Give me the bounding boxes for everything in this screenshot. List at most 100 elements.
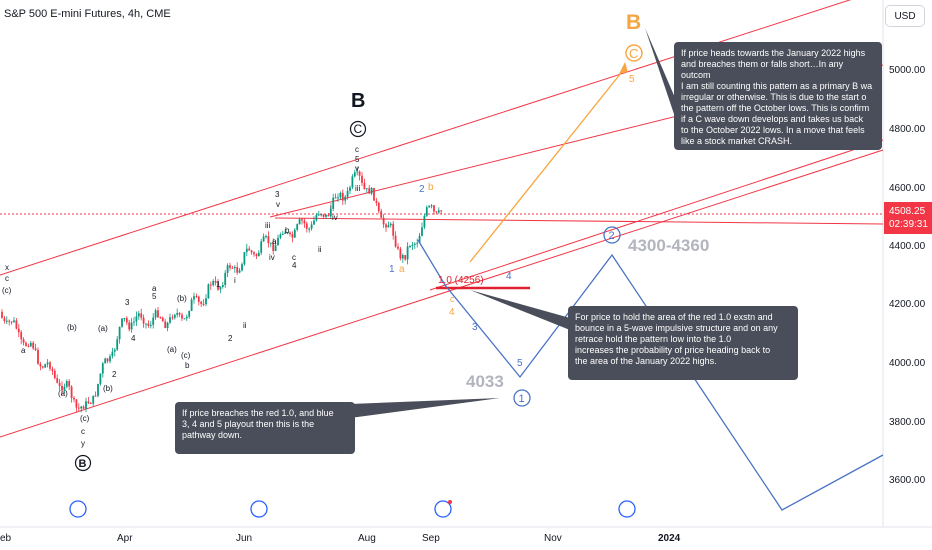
wave-label-1-blue: 1 [519, 393, 525, 405]
candle-body [281, 233, 284, 235]
candle-body [353, 172, 356, 177]
candle-body [89, 402, 92, 404]
event-icon[interactable] [250, 500, 268, 518]
candle-body [358, 171, 361, 176]
candle-body [183, 318, 186, 320]
candle-body [356, 171, 359, 173]
candle-body [346, 190, 349, 197]
time-axis[interactable]: eb Apr Jun Aug Sep Nov 2024 [0, 533, 681, 544]
candle-body [137, 313, 140, 317]
candle-body [22, 339, 25, 343]
candle-body [368, 188, 371, 194]
candle-body [80, 406, 83, 409]
candle-body [99, 373, 102, 384]
candle-body [10, 321, 13, 323]
candle-body [65, 381, 68, 387]
candle-body [1, 311, 3, 319]
wave-label-orange-b: b [428, 182, 434, 193]
candle-body [145, 323, 147, 325]
symbol-title[interactable]: S&P 500 E-mini Futures, 4h, CME [4, 8, 171, 20]
candle-body [166, 322, 169, 329]
candle-body [15, 320, 18, 329]
svg-text:4: 4 [292, 261, 297, 270]
candle-body [82, 406, 85, 409]
candle-body [224, 272, 227, 285]
candle-body [298, 219, 301, 225]
candle-body [106, 358, 109, 362]
candle-body [327, 214, 330, 217]
note-fib-hold[interactable]: For price to hold the area of the red 1.… [568, 306, 798, 380]
wave-label-B-orange: B [626, 11, 641, 34]
candle-body [63, 386, 66, 391]
candle-body [32, 342, 35, 349]
svg-text:a: a [272, 237, 277, 246]
candle-body [382, 217, 385, 225]
candle-body [241, 264, 243, 271]
candle-body [365, 188, 368, 190]
candle-body [44, 364, 47, 368]
candle-body [13, 320, 15, 323]
svg-text:(a): (a) [98, 324, 108, 333]
event-icon[interactable] [69, 500, 87, 518]
event-icon[interactable] [618, 500, 636, 518]
candle-body [317, 214, 320, 216]
candle-body [305, 223, 308, 229]
price-tick: 5000.00 [889, 65, 926, 76]
candle-body [109, 356, 111, 362]
channel-lower-line[interactable] [0, 149, 884, 438]
candle-body [229, 265, 231, 268]
candle-body [123, 317, 126, 319]
candle-body [257, 252, 260, 257]
svg-text:x: x [5, 263, 9, 272]
candle-body [135, 316, 138, 322]
candle-body [425, 207, 428, 216]
candle-body [387, 225, 390, 228]
candle-body [159, 317, 162, 319]
candle-body [169, 317, 171, 323]
note-bearish-pathway[interactable]: If price breaches the red 1.0, and blue … [175, 402, 355, 454]
candle-body [202, 303, 205, 305]
svg-text:(c): (c) [181, 351, 191, 360]
candle-body [25, 342, 27, 346]
note-bullish-scenario[interactable]: If price heads towards the January 2022 … [674, 42, 882, 150]
note-mid-pointer [470, 290, 570, 330]
blue-projection-path[interactable] [417, 239, 884, 511]
note-bot-pointer [350, 398, 500, 418]
wave-label-blue-3: 3 [472, 322, 478, 333]
price-tick: 4800.00 [889, 124, 926, 135]
candle-body [221, 284, 224, 287]
fib-level-label: 1.0 (4256) [438, 275, 484, 286]
wave-label-orange-5: 5 [629, 74, 635, 85]
candle-body [171, 317, 174, 319]
candle-body [370, 187, 373, 194]
candle-body [51, 368, 54, 371]
event-icons[interactable] [69, 500, 636, 518]
candle-body [406, 246, 409, 260]
candles-group [1, 166, 443, 413]
candle-body [320, 214, 323, 216]
currency-button[interactable]: USD [885, 5, 925, 27]
price-axis[interactable]: 5000.00 4800.00 4600.00 4400.00 4200.00 … [889, 65, 926, 486]
support-horizontal-line[interactable] [274, 217, 884, 225]
channel-upper-line[interactable] [0, 0, 865, 276]
event-icon[interactable] [434, 500, 452, 518]
orange-projection-arrow[interactable] [469, 67, 626, 263]
candle-body [70, 386, 73, 398]
wave-label-C-orange: C [629, 46, 638, 61]
candle-body [193, 296, 195, 300]
channel-middle-line[interactable] [429, 139, 884, 291]
candle-body [17, 328, 20, 333]
wave-label-blue-5: 5 [517, 358, 523, 369]
svg-text:ii: ii [318, 245, 322, 254]
candle-body [377, 202, 380, 212]
candle-body [68, 381, 71, 387]
candle-body [181, 314, 183, 319]
candle-body [27, 345, 30, 347]
wave-label-orange-c: c [450, 294, 455, 304]
candle-body [433, 205, 435, 212]
time-tick: Apr [117, 533, 133, 544]
wave-label-orange-4: 4 [449, 307, 455, 318]
candle-body [37, 349, 39, 364]
